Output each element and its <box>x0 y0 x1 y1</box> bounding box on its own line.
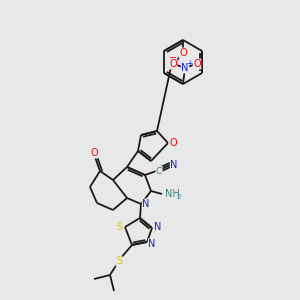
Text: O: O <box>169 138 177 148</box>
Text: −: − <box>169 53 177 63</box>
Text: O: O <box>193 59 201 69</box>
Text: C: C <box>156 167 162 176</box>
Text: N: N <box>142 199 150 209</box>
Text: O: O <box>90 148 98 158</box>
Text: NH: NH <box>165 189 179 199</box>
Text: N: N <box>154 222 162 232</box>
Text: N: N <box>181 63 189 73</box>
Text: S: S <box>116 256 122 266</box>
Text: O: O <box>179 48 187 58</box>
Text: S: S <box>116 222 122 232</box>
Text: 2: 2 <box>177 194 181 200</box>
Text: O: O <box>169 59 177 69</box>
Text: N: N <box>148 239 156 249</box>
Text: +: + <box>186 59 192 68</box>
Text: N: N <box>170 160 178 170</box>
